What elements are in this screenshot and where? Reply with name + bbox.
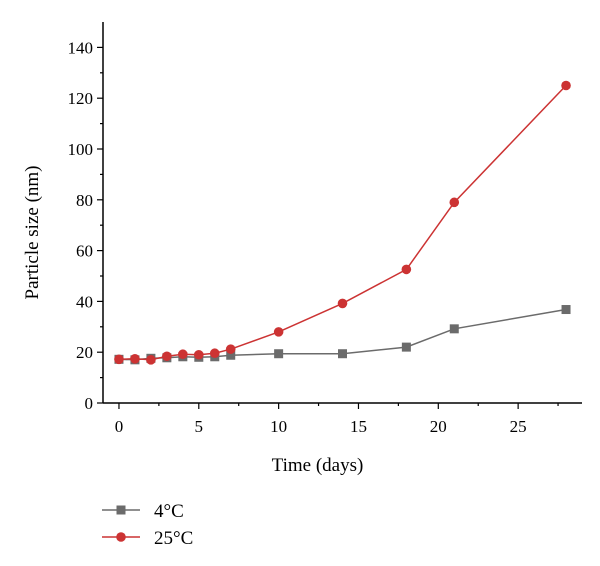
data-point bbox=[274, 349, 284, 359]
data-point bbox=[226, 350, 236, 360]
data-point bbox=[273, 327, 284, 337]
y-tick-label: 140 bbox=[68, 38, 94, 57]
data-point bbox=[449, 197, 460, 208]
data-point bbox=[561, 80, 571, 91]
data-point bbox=[162, 351, 172, 362]
series-layer bbox=[114, 80, 571, 365]
x-axis-title: Time (days) bbox=[272, 455, 364, 476]
data-point bbox=[401, 264, 412, 275]
data-point bbox=[209, 348, 220, 359]
data-point bbox=[401, 342, 411, 352]
y-tick-label: 60 bbox=[76, 242, 93, 261]
y-tick-label: 120 bbox=[68, 89, 94, 108]
y-tick-label: 100 bbox=[68, 140, 94, 159]
series-line bbox=[118, 84, 567, 361]
x-tick-label: 10 bbox=[270, 417, 287, 436]
x-tick-label: 20 bbox=[430, 417, 447, 436]
data-point bbox=[225, 344, 236, 354]
legend-item: 25°C bbox=[102, 528, 193, 549]
y-tick-label: 20 bbox=[76, 343, 93, 362]
data-point bbox=[130, 354, 140, 364]
y-tick-label: 80 bbox=[76, 191, 93, 210]
legend-label: 25°C bbox=[154, 528, 193, 549]
y-tick-label: 40 bbox=[76, 292, 93, 311]
ticks: 0 20 40 60 80 100 120 140 0 5 10 15 20 25 bbox=[68, 38, 559, 436]
x-tick-label: 25 bbox=[510, 417, 527, 436]
data-point bbox=[338, 349, 347, 359]
legend: 4°C 25°C bbox=[102, 501, 193, 549]
x-tick-label: 15 bbox=[350, 417, 367, 436]
legend-label: 4°C bbox=[154, 501, 184, 522]
legend-item: 4°C bbox=[102, 501, 184, 522]
data-point bbox=[146, 355, 156, 365]
x-tick-label: 0 bbox=[115, 417, 124, 436]
data-point bbox=[114, 354, 124, 365]
data-point bbox=[194, 349, 204, 360]
x-tick-label: 5 bbox=[195, 417, 204, 436]
data-point bbox=[337, 298, 348, 309]
legend-marker bbox=[116, 505, 126, 515]
legend-marker bbox=[116, 532, 126, 542]
data-point bbox=[449, 324, 459, 334]
y-tick-label: 0 bbox=[85, 394, 94, 413]
y-axis-title: Particle size (nm) bbox=[22, 165, 43, 299]
axes bbox=[102, 22, 582, 404]
data-point bbox=[178, 349, 188, 360]
series-2 bbox=[114, 80, 571, 365]
data-point bbox=[561, 305, 571, 315]
